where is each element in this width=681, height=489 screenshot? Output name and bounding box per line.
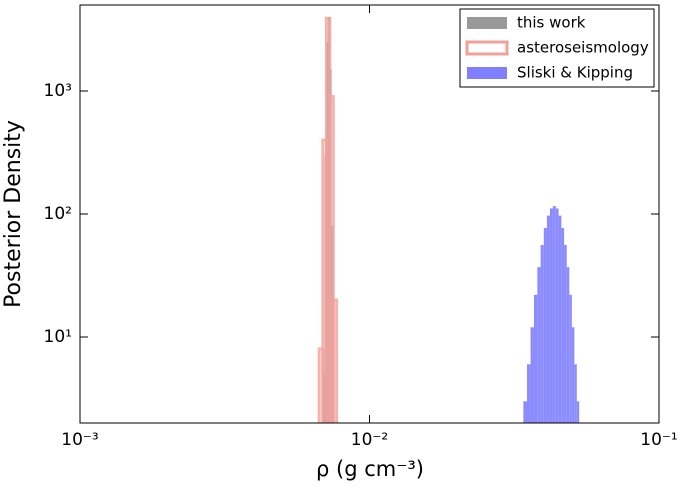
histogram-bar <box>527 364 531 423</box>
histogram-bar <box>537 267 541 423</box>
legend: this work asteroseismology Sliski & Kippin… <box>459 8 655 88</box>
x-axis-label: ρ (g cm⁻³) <box>316 457 424 481</box>
legend-label: Sliski & Kipping <box>517 64 633 82</box>
histogram-bar <box>552 206 556 423</box>
histogram-bar <box>523 401 528 423</box>
histogram-bar <box>533 294 538 423</box>
histogram-bar <box>540 244 544 423</box>
histogram-bar <box>571 327 575 423</box>
histogram-bar <box>549 208 553 423</box>
x-tick-label: 10⁻¹ <box>640 430 677 450</box>
histogram-bar <box>566 267 570 423</box>
histogram-bar <box>555 208 559 423</box>
histogram-bar <box>328 95 335 423</box>
histogram-bar <box>561 227 565 423</box>
plot-area <box>317 16 580 423</box>
legend-label: this work <box>517 14 586 32</box>
histogram-bar <box>530 327 534 423</box>
legend-swatch <box>465 40 509 56</box>
y-tick-label: 10³ <box>44 81 72 101</box>
histogram-bar <box>564 244 567 423</box>
histogram-bar <box>558 215 562 423</box>
x-tick-label: 10⁻³ <box>61 430 98 450</box>
y-tick-label: 10¹ <box>44 327 72 347</box>
y-tick-label: 10² <box>44 204 72 224</box>
y-axis-label: Posterior Density <box>1 120 26 308</box>
histogram-bar <box>331 298 339 423</box>
legend-swatch <box>467 17 507 29</box>
histogram-bar <box>569 294 572 423</box>
legend-swatch <box>467 67 507 79</box>
histogram-bar <box>576 401 580 423</box>
histogram-bar <box>574 364 577 423</box>
legend-label: asteroseismology <box>517 39 649 57</box>
histogram-bar <box>543 227 547 423</box>
x-tick-label: 10⁻² <box>351 430 388 450</box>
histogram-bar <box>546 215 550 423</box>
